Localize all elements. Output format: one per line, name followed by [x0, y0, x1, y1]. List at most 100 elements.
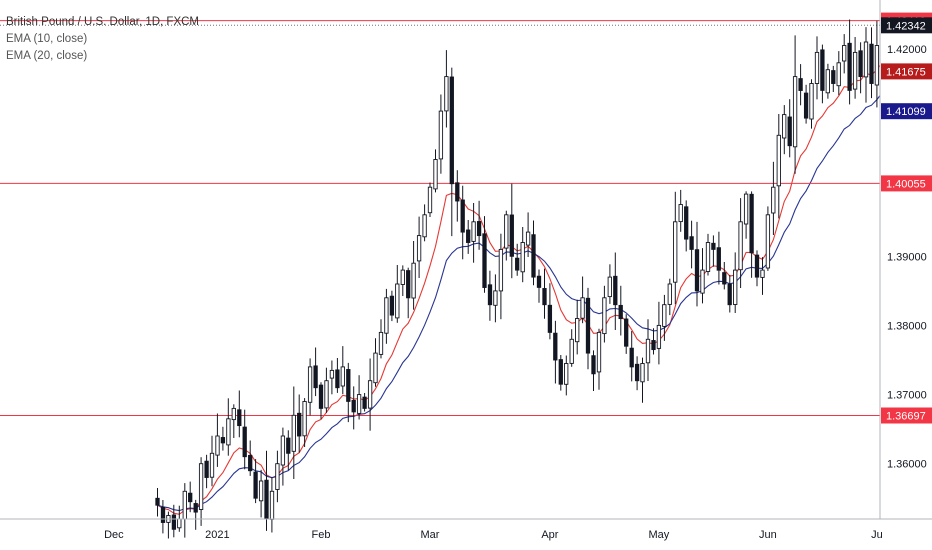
candle — [787, 99, 792, 158]
candle-body — [389, 295, 395, 316]
candle — [842, 34, 847, 74]
candle-body — [765, 214, 771, 269]
candle — [449, 67, 454, 237]
candle-body — [367, 380, 373, 409]
candle-body — [220, 437, 226, 444]
candle-body — [406, 270, 411, 299]
candle — [204, 454, 209, 489]
candle-body — [509, 214, 514, 257]
candle-body — [869, 43, 874, 84]
candle — [406, 267, 411, 319]
candle — [400, 265, 405, 296]
candle — [155, 488, 160, 517]
candle-body — [629, 347, 634, 368]
ema-20-legend[interactable]: EMA (20, close) — [6, 50, 88, 62]
candle-body — [460, 199, 465, 233]
candle — [836, 51, 841, 96]
candle — [460, 185, 465, 260]
candle-body — [787, 116, 792, 147]
candle-body — [504, 214, 509, 249]
candle — [722, 262, 727, 290]
candle — [351, 386, 356, 430]
candle-body — [171, 514, 177, 530]
candle — [634, 356, 640, 391]
candle — [433, 149, 438, 193]
ema-10-legend[interactable]: EMA (10, close) — [6, 33, 88, 45]
candle — [280, 427, 286, 486]
candle — [367, 358, 373, 431]
price-tag-bg — [881, 63, 932, 80]
candle — [705, 233, 711, 276]
candle — [673, 191, 678, 305]
candle — [542, 268, 547, 319]
candle-body — [438, 110, 444, 160]
candle — [220, 426, 226, 451]
candle-body — [733, 269, 738, 305]
symbol-title[interactable]: British Pound / U.S. Dollar, 1D, FXCM — [6, 16, 200, 28]
candle-body — [487, 284, 493, 306]
y-tick-label: 1.42000 — [887, 44, 927, 56]
candle — [493, 274, 498, 323]
candle — [515, 243, 520, 276]
candle — [509, 183, 514, 279]
price-tag-label: 1.36697 — [886, 411, 926, 423]
candle — [825, 63, 830, 99]
candle — [302, 398, 307, 447]
time-scale[interactable]: Dec 2021 Feb Mar Apr May Jun Ju — [104, 529, 883, 541]
price-tag-bg — [881, 103, 932, 120]
candle-body — [182, 490, 187, 520]
candle — [422, 204, 427, 242]
candle-body — [754, 254, 760, 278]
candle-body — [204, 460, 209, 478]
candle — [389, 290, 395, 322]
candle — [645, 319, 651, 381]
price-tag-label: 1.41675 — [886, 66, 926, 78]
candle-body — [842, 45, 847, 62]
candle — [188, 481, 193, 513]
candle-body — [847, 42, 852, 91]
candle-body — [711, 242, 716, 250]
candle-body — [820, 49, 825, 91]
candle — [171, 504, 177, 538]
candle — [416, 216, 422, 278]
candle-body — [749, 193, 754, 254]
candle — [618, 285, 623, 336]
candle-body — [874, 45, 880, 86]
candle-body — [613, 275, 618, 306]
price-tag-label: 1.41099 — [886, 106, 926, 118]
horizontal-levels[interactable] — [0, 20, 880, 416]
candle — [182, 483, 187, 538]
price-scale-background[interactable] — [880, 0, 932, 519]
candle — [362, 393, 367, 412]
candle — [733, 252, 738, 313]
candle-body — [498, 248, 504, 292]
candle — [792, 35, 798, 174]
candle-body — [395, 283, 400, 319]
candle — [694, 221, 700, 307]
candle — [624, 314, 629, 354]
candle — [569, 329, 574, 367]
candle-body — [738, 221, 743, 271]
candle-body — [705, 242, 711, 272]
candle — [814, 36, 820, 100]
candle-body — [373, 352, 378, 384]
candle — [847, 19, 852, 105]
candle — [384, 288, 389, 344]
candle-body — [618, 304, 623, 320]
candle-body — [411, 262, 416, 299]
price-tag: 1.36697 — [881, 407, 932, 424]
candle-body — [722, 272, 727, 285]
x-tick-label: May — [649, 529, 670, 541]
candle — [318, 382, 324, 419]
candle — [667, 278, 672, 316]
x-tick-label: Feb — [312, 529, 331, 541]
candle-body — [155, 497, 160, 506]
y-tick-label: 1.38000 — [887, 320, 927, 332]
candle — [711, 235, 716, 267]
candle-body — [591, 355, 596, 375]
candle-body — [831, 70, 836, 84]
candle-body — [384, 297, 389, 334]
candle — [613, 252, 618, 330]
candle — [831, 65, 836, 92]
